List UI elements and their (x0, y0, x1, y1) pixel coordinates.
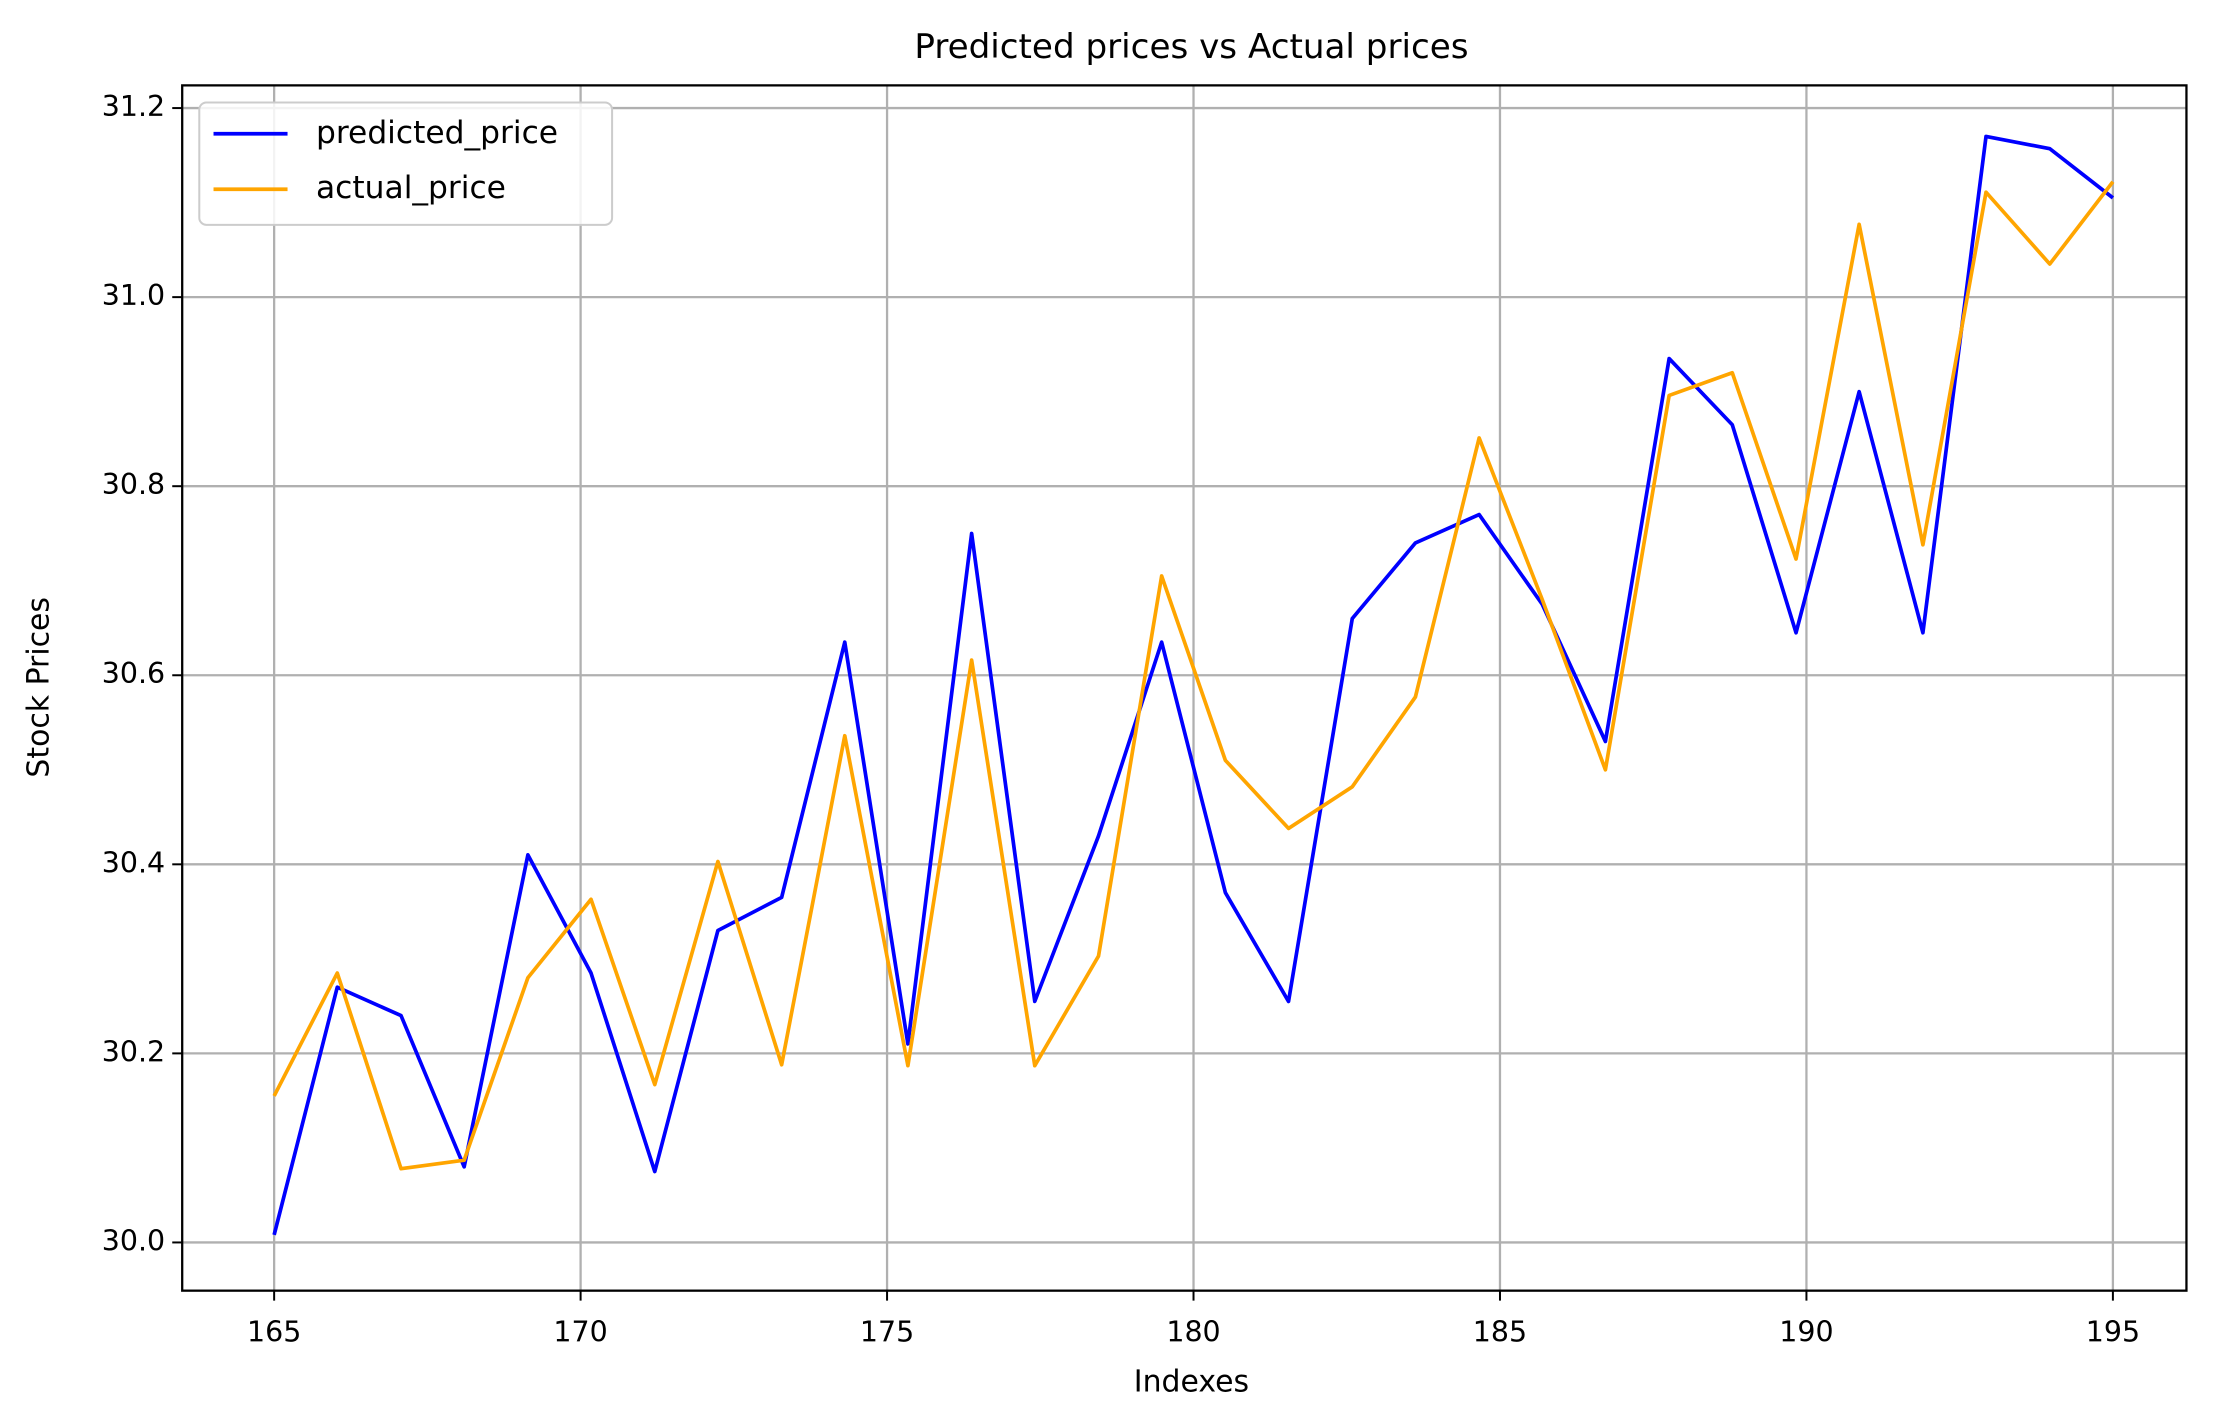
x-tick-label: 175 (860, 1315, 914, 1348)
data-line (272, 134, 2115, 1236)
y-tick-label: 30.0 (102, 1224, 165, 1257)
x-tick-label: 170 (553, 1315, 607, 1348)
x-tick-label: 190 (1779, 1315, 1833, 1348)
legend-box (198, 101, 614, 226)
y-tick-label: 30.4 (102, 846, 165, 879)
y-tick-label: 30.8 (102, 468, 165, 501)
x-tick-label: 165 (247, 1315, 301, 1348)
x-tick-label: 180 (1166, 1315, 1220, 1348)
x-tick-label: 195 (2086, 1315, 2140, 1348)
data-line (272, 180, 2115, 1171)
plot-frame (181, 84, 2188, 1292)
x-tick-label: 185 (1473, 1315, 1527, 1348)
legend: predicted_price actual_price (198, 101, 614, 226)
y-axis-label: Stock Prices (21, 597, 56, 778)
y-tick-label: 30.2 (102, 1035, 165, 1068)
y-tick-label: 30.6 (102, 657, 165, 690)
chart-title: Predicted prices vs Actual prices (914, 27, 1468, 67)
x-axis-label: Indexes (1134, 1365, 1249, 1400)
legend-label: actual_price (316, 170, 506, 206)
y-tick-label: 31.0 (102, 279, 165, 312)
legend-label: predicted_price (316, 115, 558, 151)
y-tick-label: 31.2 (102, 90, 165, 123)
